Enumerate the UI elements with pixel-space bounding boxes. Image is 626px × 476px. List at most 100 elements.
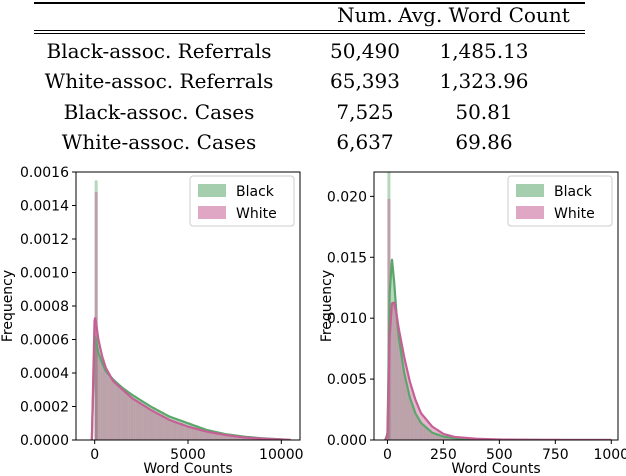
histogram-bar-white — [391, 303, 393, 440]
histogram-bar-white — [403, 358, 406, 440]
histogram-bar-white — [143, 405, 146, 440]
histogram-bar-black — [128, 392, 131, 440]
histogram-bar-black — [433, 433, 436, 440]
histogram-bar-white — [173, 421, 175, 440]
spike-bar-white — [94, 192, 98, 440]
histogram-bar-white — [392, 302, 395, 440]
plot-area — [90, 180, 291, 440]
histogram-bar-black — [182, 421, 185, 440]
histogram-bar-black — [167, 416, 170, 440]
histogram-bar-white — [148, 409, 151, 440]
table-mid-rule — [34, 30, 585, 31]
histogram-bar-black — [212, 431, 215, 440]
histogram-bar-black — [189, 424, 192, 440]
row-label: Black-assoc. Referrals — [46, 39, 272, 63]
histogram-bar-white — [214, 433, 216, 440]
histogram-bar-black — [423, 425, 426, 440]
histogram-bar-white — [152, 411, 155, 440]
histogram-bar-black — [201, 428, 203, 440]
histogram-bar-white — [221, 434, 224, 440]
histogram-bar-black — [229, 434, 231, 440]
histogram-bar-black — [221, 433, 224, 440]
histogram-bar-white — [247, 437, 250, 440]
histogram-bar-white — [120, 388, 123, 440]
histogram-bar-black — [225, 434, 228, 440]
histogram-bar-white — [182, 424, 185, 440]
histogram-bar-black — [163, 414, 166, 440]
histogram-bar-black — [430, 431, 433, 440]
histogram-bar-white — [107, 373, 110, 440]
histogram-bar-white — [425, 419, 427, 440]
histogram-bar-white — [199, 429, 202, 440]
row-num: 7,525 — [336, 100, 394, 124]
legend-swatch-white — [198, 206, 226, 219]
histogram-bar-white — [154, 412, 157, 440]
histogram-bar-black — [410, 402, 413, 440]
histogram-bar-black — [421, 424, 424, 440]
y-tick-label: 0.0010 — [20, 266, 69, 282]
histogram-bar-black — [398, 339, 400, 440]
histogram-bar-black — [186, 422, 188, 440]
histogram-bar-black — [173, 418, 175, 440]
x-axis-label: Word Counts — [451, 461, 540, 476]
histogram-bar-white — [186, 426, 188, 440]
histogram-bar-black — [96, 347, 99, 440]
histogram-bar-white — [201, 430, 203, 440]
legend-swatch-black — [516, 184, 544, 197]
histogram-bar-black — [425, 427, 427, 440]
histogram-bar-white — [128, 395, 131, 440]
histogram-bar-black — [432, 433, 434, 440]
histogram-bar-black — [158, 411, 160, 440]
histogram-bar-white — [230, 435, 233, 440]
histogram-bar-white — [399, 339, 402, 440]
x-axis-label: Word Counts — [143, 461, 232, 476]
spike-bar-black — [94, 180, 98, 440]
histogram-bar-white — [141, 404, 144, 440]
histogram-bar-black — [204, 429, 207, 440]
histogram-bar-white — [100, 352, 103, 440]
histogram-bar-white — [417, 407, 420, 440]
histogram-bar-white — [94, 320, 97, 440]
histogram-bar-black — [191, 424, 194, 440]
histogram-bar-black — [132, 395, 134, 440]
histogram-bar-white — [146, 408, 149, 440]
histogram-bar-white — [130, 397, 132, 440]
histogram-bar-black — [146, 404, 149, 440]
histogram-bar-white — [156, 413, 159, 440]
histogram-bar-white — [109, 376, 112, 440]
y-tick-label: 0.0016 — [20, 165, 69, 181]
y-axis-label: Frequency — [319, 270, 335, 342]
histogram-bar-black — [122, 388, 125, 440]
histogram-bar-black — [408, 397, 411, 440]
histogram-bar-white — [122, 390, 125, 440]
histogram-bar-white — [398, 330, 400, 440]
histogram-bar-black — [102, 365, 104, 440]
histogram-bar-white — [407, 373, 409, 440]
histogram-bar-white — [227, 435, 230, 440]
x-tick-label: 0 — [383, 447, 392, 463]
histogram-bar-white — [126, 393, 129, 440]
histogram-bar-black — [437, 434, 440, 440]
histogram-bar-black — [143, 402, 146, 440]
histogram-bar-black — [401, 362, 404, 440]
histogram-bar-black — [107, 374, 110, 440]
histogram-bar-white — [426, 421, 429, 440]
histogram-bar-black — [208, 430, 211, 440]
histogram-bar-black — [217, 432, 220, 440]
histogram-bar-black — [234, 435, 237, 440]
histogram-bar-black — [145, 403, 147, 440]
histogram-bar-black — [419, 422, 422, 440]
histogram-bar-black — [135, 397, 138, 440]
histogram-bar-black — [428, 430, 431, 440]
histogram-bar-black — [126, 391, 129, 440]
histogram-bar-black — [238, 436, 241, 440]
histogram-bar-white — [163, 417, 166, 440]
histogram-bar-black — [174, 418, 177, 440]
histogram-bar-white — [238, 436, 241, 440]
x-tick-label: 0 — [90, 447, 99, 463]
histogram-bar-black — [156, 410, 159, 440]
histogram-bar-black — [154, 409, 157, 440]
histogram-bar-black — [444, 436, 447, 440]
histogram-bar-black — [391, 258, 393, 440]
histogram-bar-white — [150, 410, 153, 440]
